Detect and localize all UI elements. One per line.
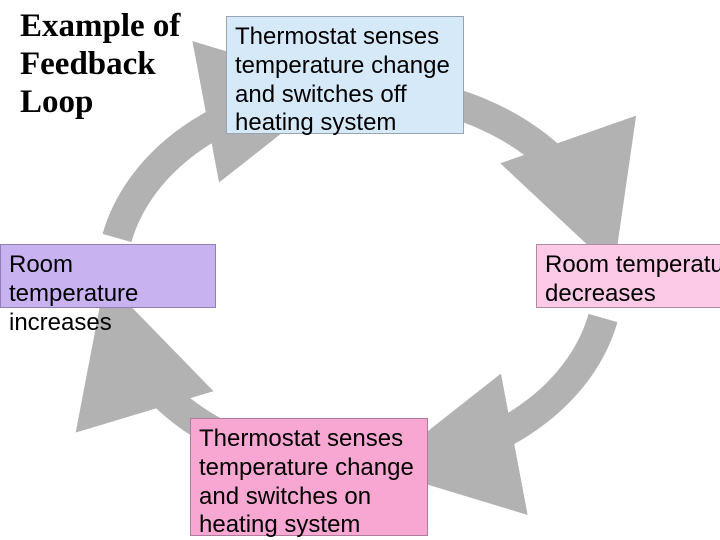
arc-right-to-bottom: [420, 318, 603, 462]
box-temp-decreases-line: decreases: [545, 280, 656, 307]
box-thermostat-on: Thermostat sensestemperature changeand s…: [190, 418, 428, 536]
diagram-title: Example ofFeedbackLoop: [20, 8, 180, 122]
box-thermostat-on-line: and switches on: [199, 483, 371, 510]
box-thermostat-off-line: and switches off: [235, 81, 407, 108]
box-thermostat-on-line: Thermostat senses: [199, 425, 403, 452]
box-thermostat-off: Thermostat sensestemperature changeand s…: [226, 16, 464, 134]
box-thermostat-on-line: temperature change: [199, 454, 414, 481]
box-temp-increases-line: Room temperature: [9, 251, 138, 307]
box-thermostat-off-line: Thermostat senses: [235, 23, 439, 50]
box-temp-decreases-line: Room temperature: [545, 251, 720, 278]
box-temp-decreases: Room temperaturedecreases: [536, 244, 720, 308]
box-thermostat-off-line: heating system: [235, 109, 396, 136]
box-temp-increases-line: increases: [9, 309, 112, 336]
box-thermostat-off-line: temperature change: [235, 52, 450, 79]
box-thermostat-on-line: heating system: [199, 511, 360, 538]
box-temp-increases: Room temperatureincreases: [0, 244, 216, 308]
